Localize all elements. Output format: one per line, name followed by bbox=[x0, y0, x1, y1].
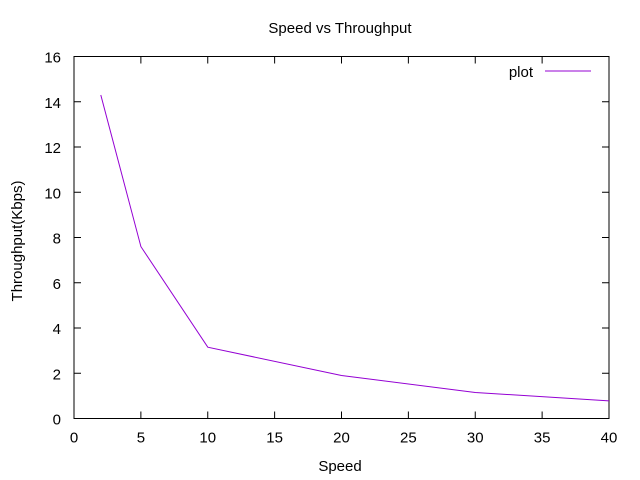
x-axis-ticks: 0 5 10 15 20 25 30 35 40 bbox=[70, 56, 618, 447]
y-tick-label: 4 bbox=[53, 321, 61, 338]
x-tick-label: 30 bbox=[467, 430, 484, 447]
y-tick-label: 12 bbox=[44, 140, 61, 157]
y-tick-label: 6 bbox=[53, 276, 61, 293]
chart-title: Speed vs Throughput bbox=[268, 20, 412, 37]
y-tick-label: 2 bbox=[53, 366, 61, 383]
y-tick-label: 16 bbox=[44, 50, 61, 67]
x-tick-label: 20 bbox=[333, 430, 350, 447]
series-line-plot bbox=[100, 94, 610, 402]
x-tick-label: 5 bbox=[137, 430, 145, 447]
x-tick-label: 0 bbox=[70, 430, 78, 447]
x-tick-label: 15 bbox=[266, 430, 283, 447]
y-tick-label: 8 bbox=[53, 231, 61, 248]
y-tick-label: 0 bbox=[53, 412, 61, 429]
x-axis-label: Speed bbox=[318, 458, 361, 475]
y-axis-label: Throughput(Kbps) bbox=[9, 181, 26, 302]
legend-label-plot: plot bbox=[509, 64, 534, 81]
x-tick-label: 25 bbox=[400, 430, 417, 447]
x-tick-label: 35 bbox=[534, 430, 551, 447]
x-tick-label: 10 bbox=[199, 430, 216, 447]
plot-frame bbox=[73, 56, 610, 419]
x-tick-label: 40 bbox=[601, 430, 618, 447]
y-tick-label: 14 bbox=[44, 95, 61, 112]
series-layer bbox=[100, 94, 610, 402]
y-axis-ticks: 0 2 4 6 8 10 12 14 16 bbox=[44, 50, 609, 429]
y-tick-label: 10 bbox=[44, 185, 61, 202]
legend: plot bbox=[509, 64, 591, 81]
